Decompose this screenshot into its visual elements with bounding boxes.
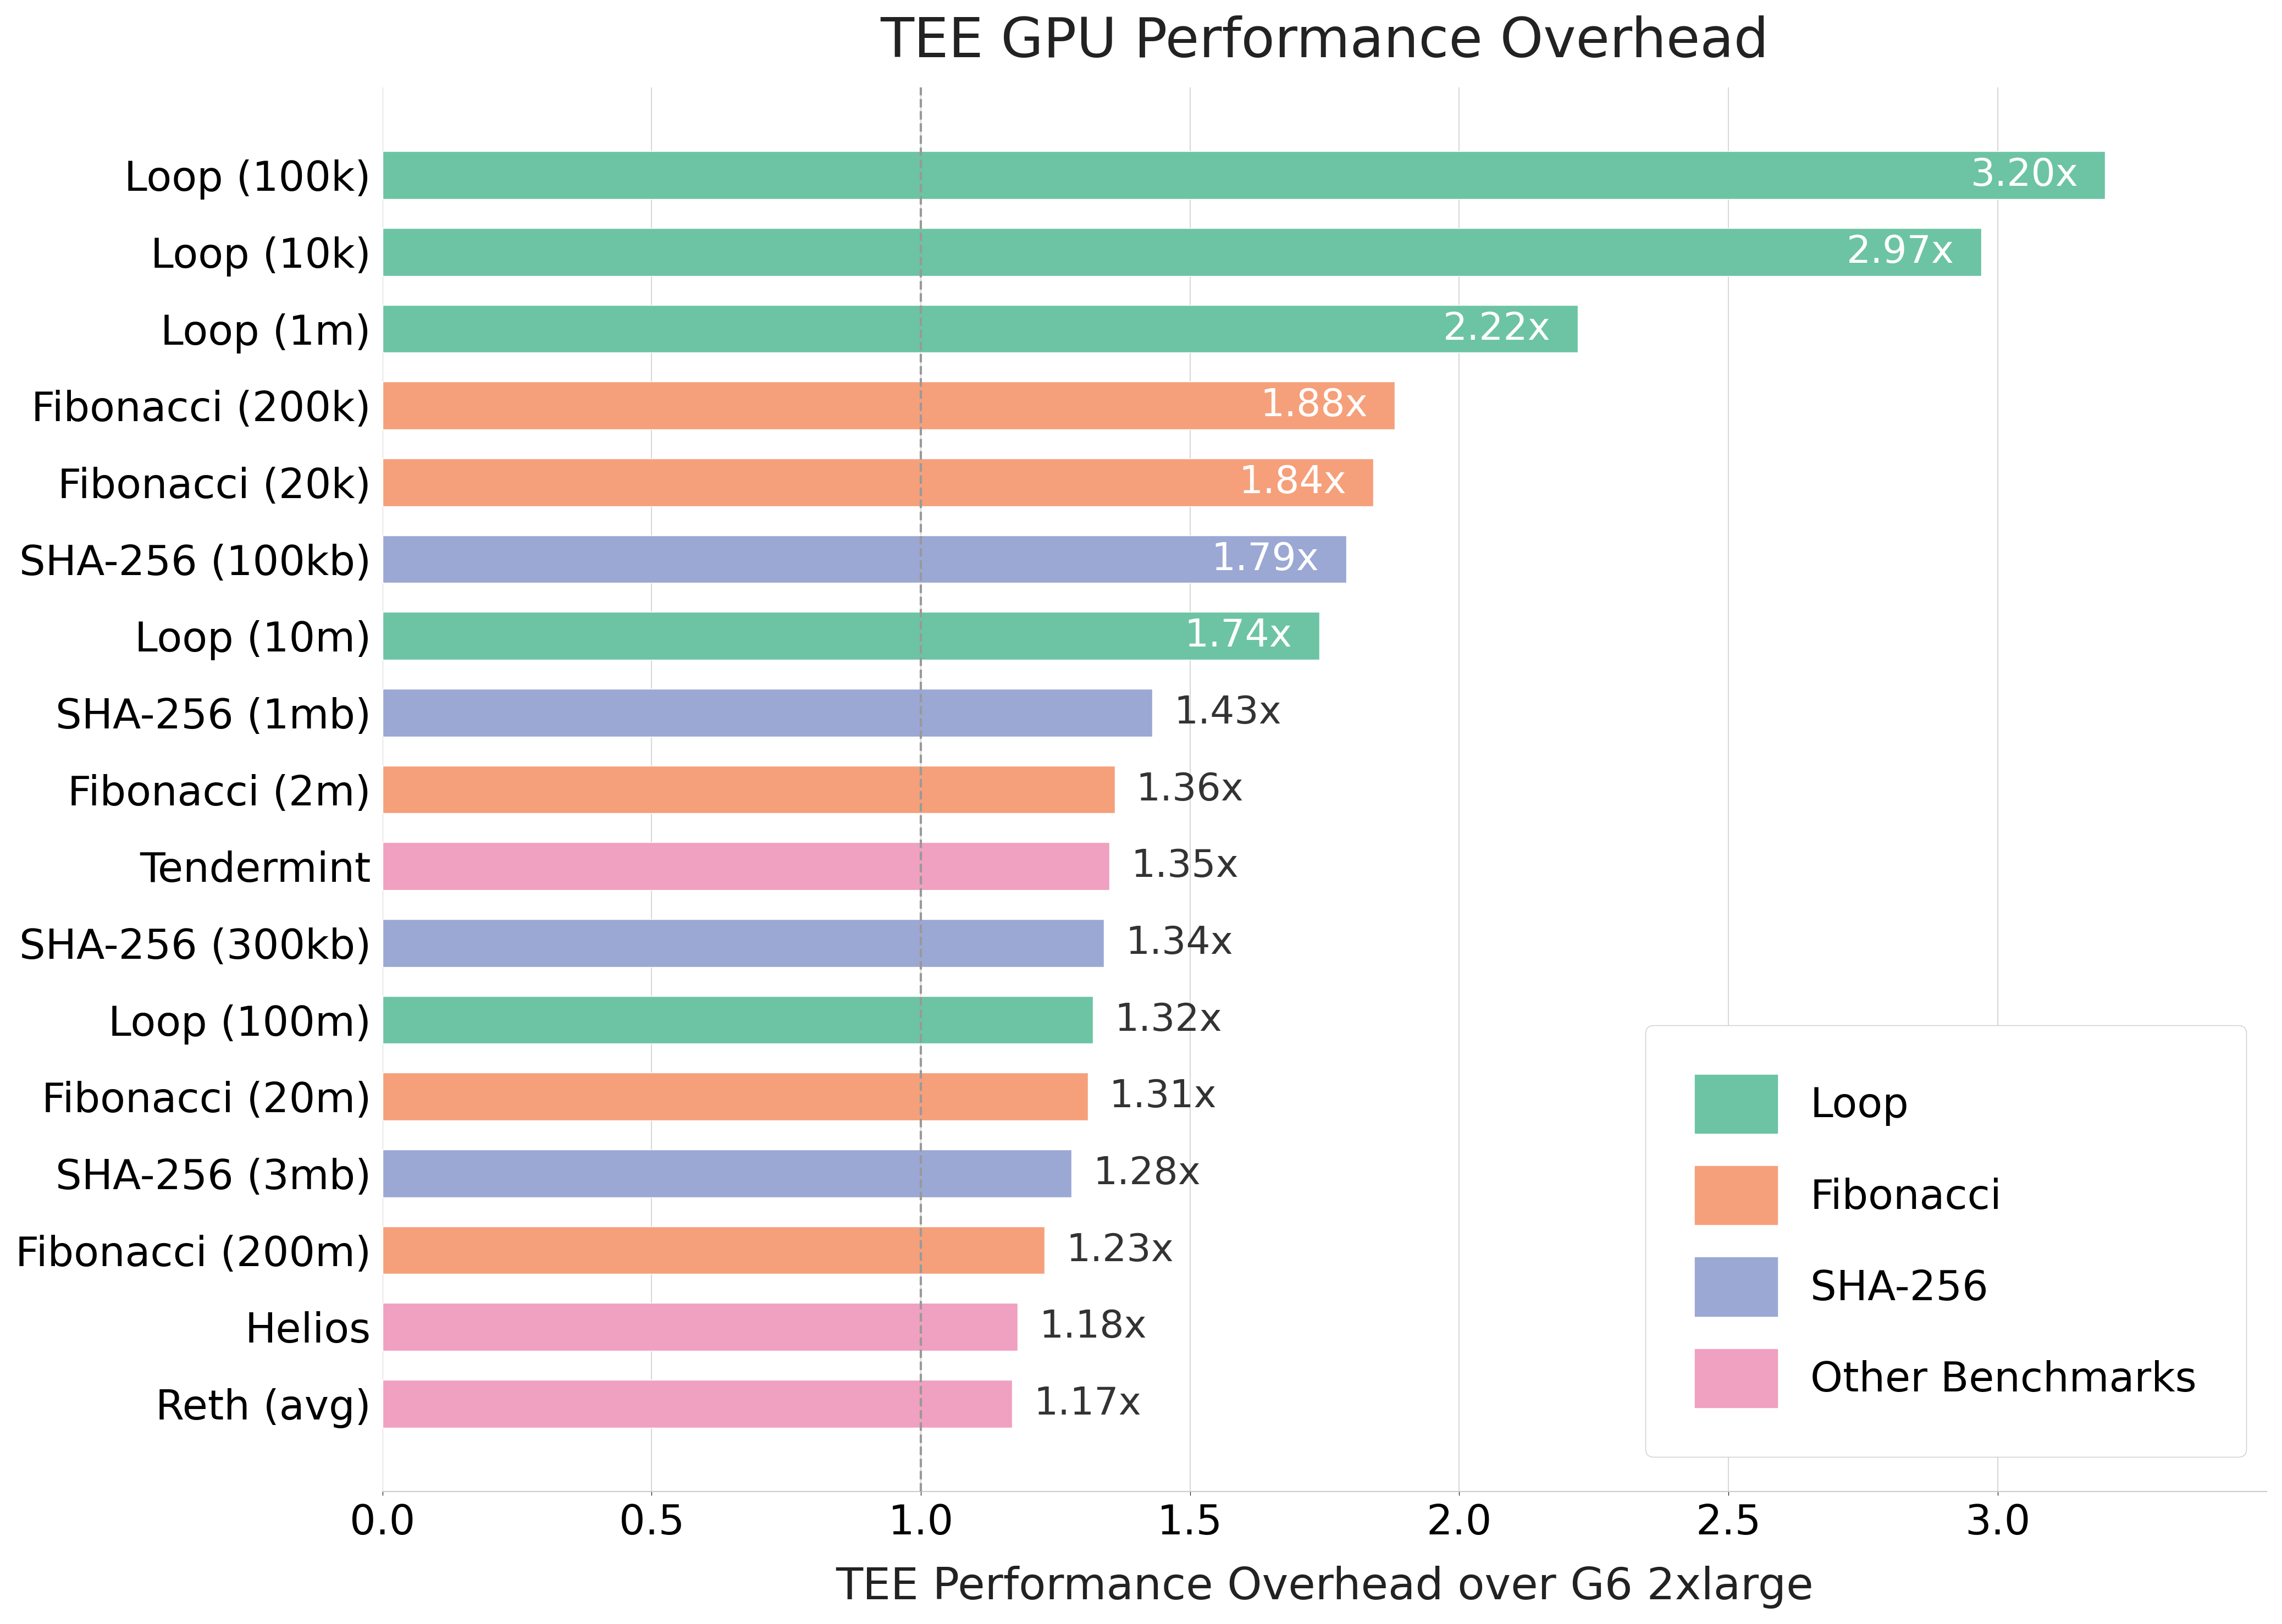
Text: 1.79x: 1.79x bbox=[1212, 541, 1319, 578]
Bar bbox=[383, 919, 1104, 966]
Text: 1.34x: 1.34x bbox=[1125, 924, 1232, 961]
Text: 1.28x: 1.28x bbox=[1093, 1155, 1200, 1192]
Bar bbox=[383, 996, 1093, 1044]
Text: 2.97x: 2.97x bbox=[1846, 234, 1953, 271]
Text: 1.43x: 1.43x bbox=[1173, 695, 1282, 731]
Text: 1.84x: 1.84x bbox=[1239, 464, 1346, 500]
Text: 3.20x: 3.20x bbox=[1972, 158, 2079, 193]
Text: 1.31x: 1.31x bbox=[1109, 1078, 1216, 1116]
Bar bbox=[383, 843, 1109, 890]
Bar bbox=[383, 689, 1152, 737]
X-axis label: TEE Performance Overhead over G6 2xlarge: TEE Performance Overhead over G6 2xlarge bbox=[835, 1566, 1814, 1609]
Bar bbox=[383, 382, 1394, 429]
Bar bbox=[383, 305, 1577, 352]
Text: 1.74x: 1.74x bbox=[1184, 617, 1292, 654]
Text: 1.23x: 1.23x bbox=[1066, 1231, 1173, 1268]
Bar bbox=[383, 229, 1981, 276]
Bar bbox=[383, 1150, 1073, 1197]
Text: 1.18x: 1.18x bbox=[1038, 1309, 1148, 1345]
Bar bbox=[383, 458, 1374, 507]
Text: 1.88x: 1.88x bbox=[1260, 387, 1367, 424]
Text: 2.22x: 2.22x bbox=[1442, 310, 1552, 348]
Bar bbox=[383, 536, 1346, 583]
Text: 1.36x: 1.36x bbox=[1136, 771, 1244, 807]
Title: TEE GPU Performance Overhead: TEE GPU Performance Overhead bbox=[881, 15, 1769, 68]
Text: 1.32x: 1.32x bbox=[1114, 1002, 1223, 1038]
Bar bbox=[383, 612, 1319, 659]
Bar bbox=[383, 765, 1114, 814]
Bar bbox=[383, 1226, 1045, 1273]
Text: 1.17x: 1.17x bbox=[1034, 1385, 1141, 1423]
Legend: Loop, Fibonacci, SHA-256, Other Benchmarks: Loop, Fibonacci, SHA-256, Other Benchmar… bbox=[1645, 1025, 2245, 1457]
Bar bbox=[383, 1302, 1018, 1351]
Bar bbox=[383, 151, 2106, 200]
Text: 1.35x: 1.35x bbox=[1132, 848, 1239, 885]
Bar bbox=[383, 1073, 1089, 1121]
Bar bbox=[383, 1380, 1013, 1427]
